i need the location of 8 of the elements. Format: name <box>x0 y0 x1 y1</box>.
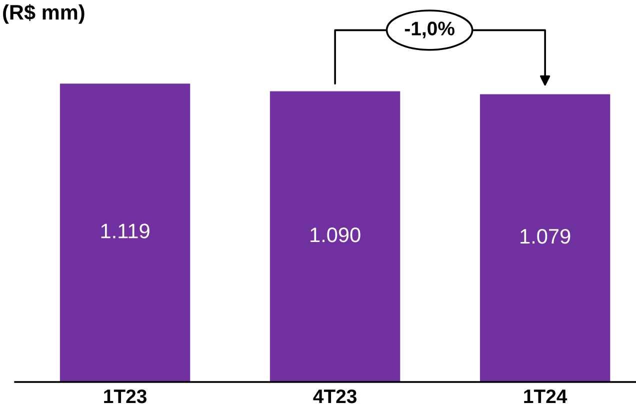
x-tick-label: 1T23 <box>104 389 147 404</box>
data-label: 1.079 <box>520 228 570 244</box>
data-label: 1.119 <box>101 224 150 238</box>
data-label: 1.090 <box>310 227 360 242</box>
x-tick-label: 1T24 <box>524 389 568 404</box>
text: -1,0% <box>404 22 454 38</box>
x-tick-label: 4T23 <box>313 389 357 404</box>
chart-title: (R$ mm) <box>3 4 84 24</box>
